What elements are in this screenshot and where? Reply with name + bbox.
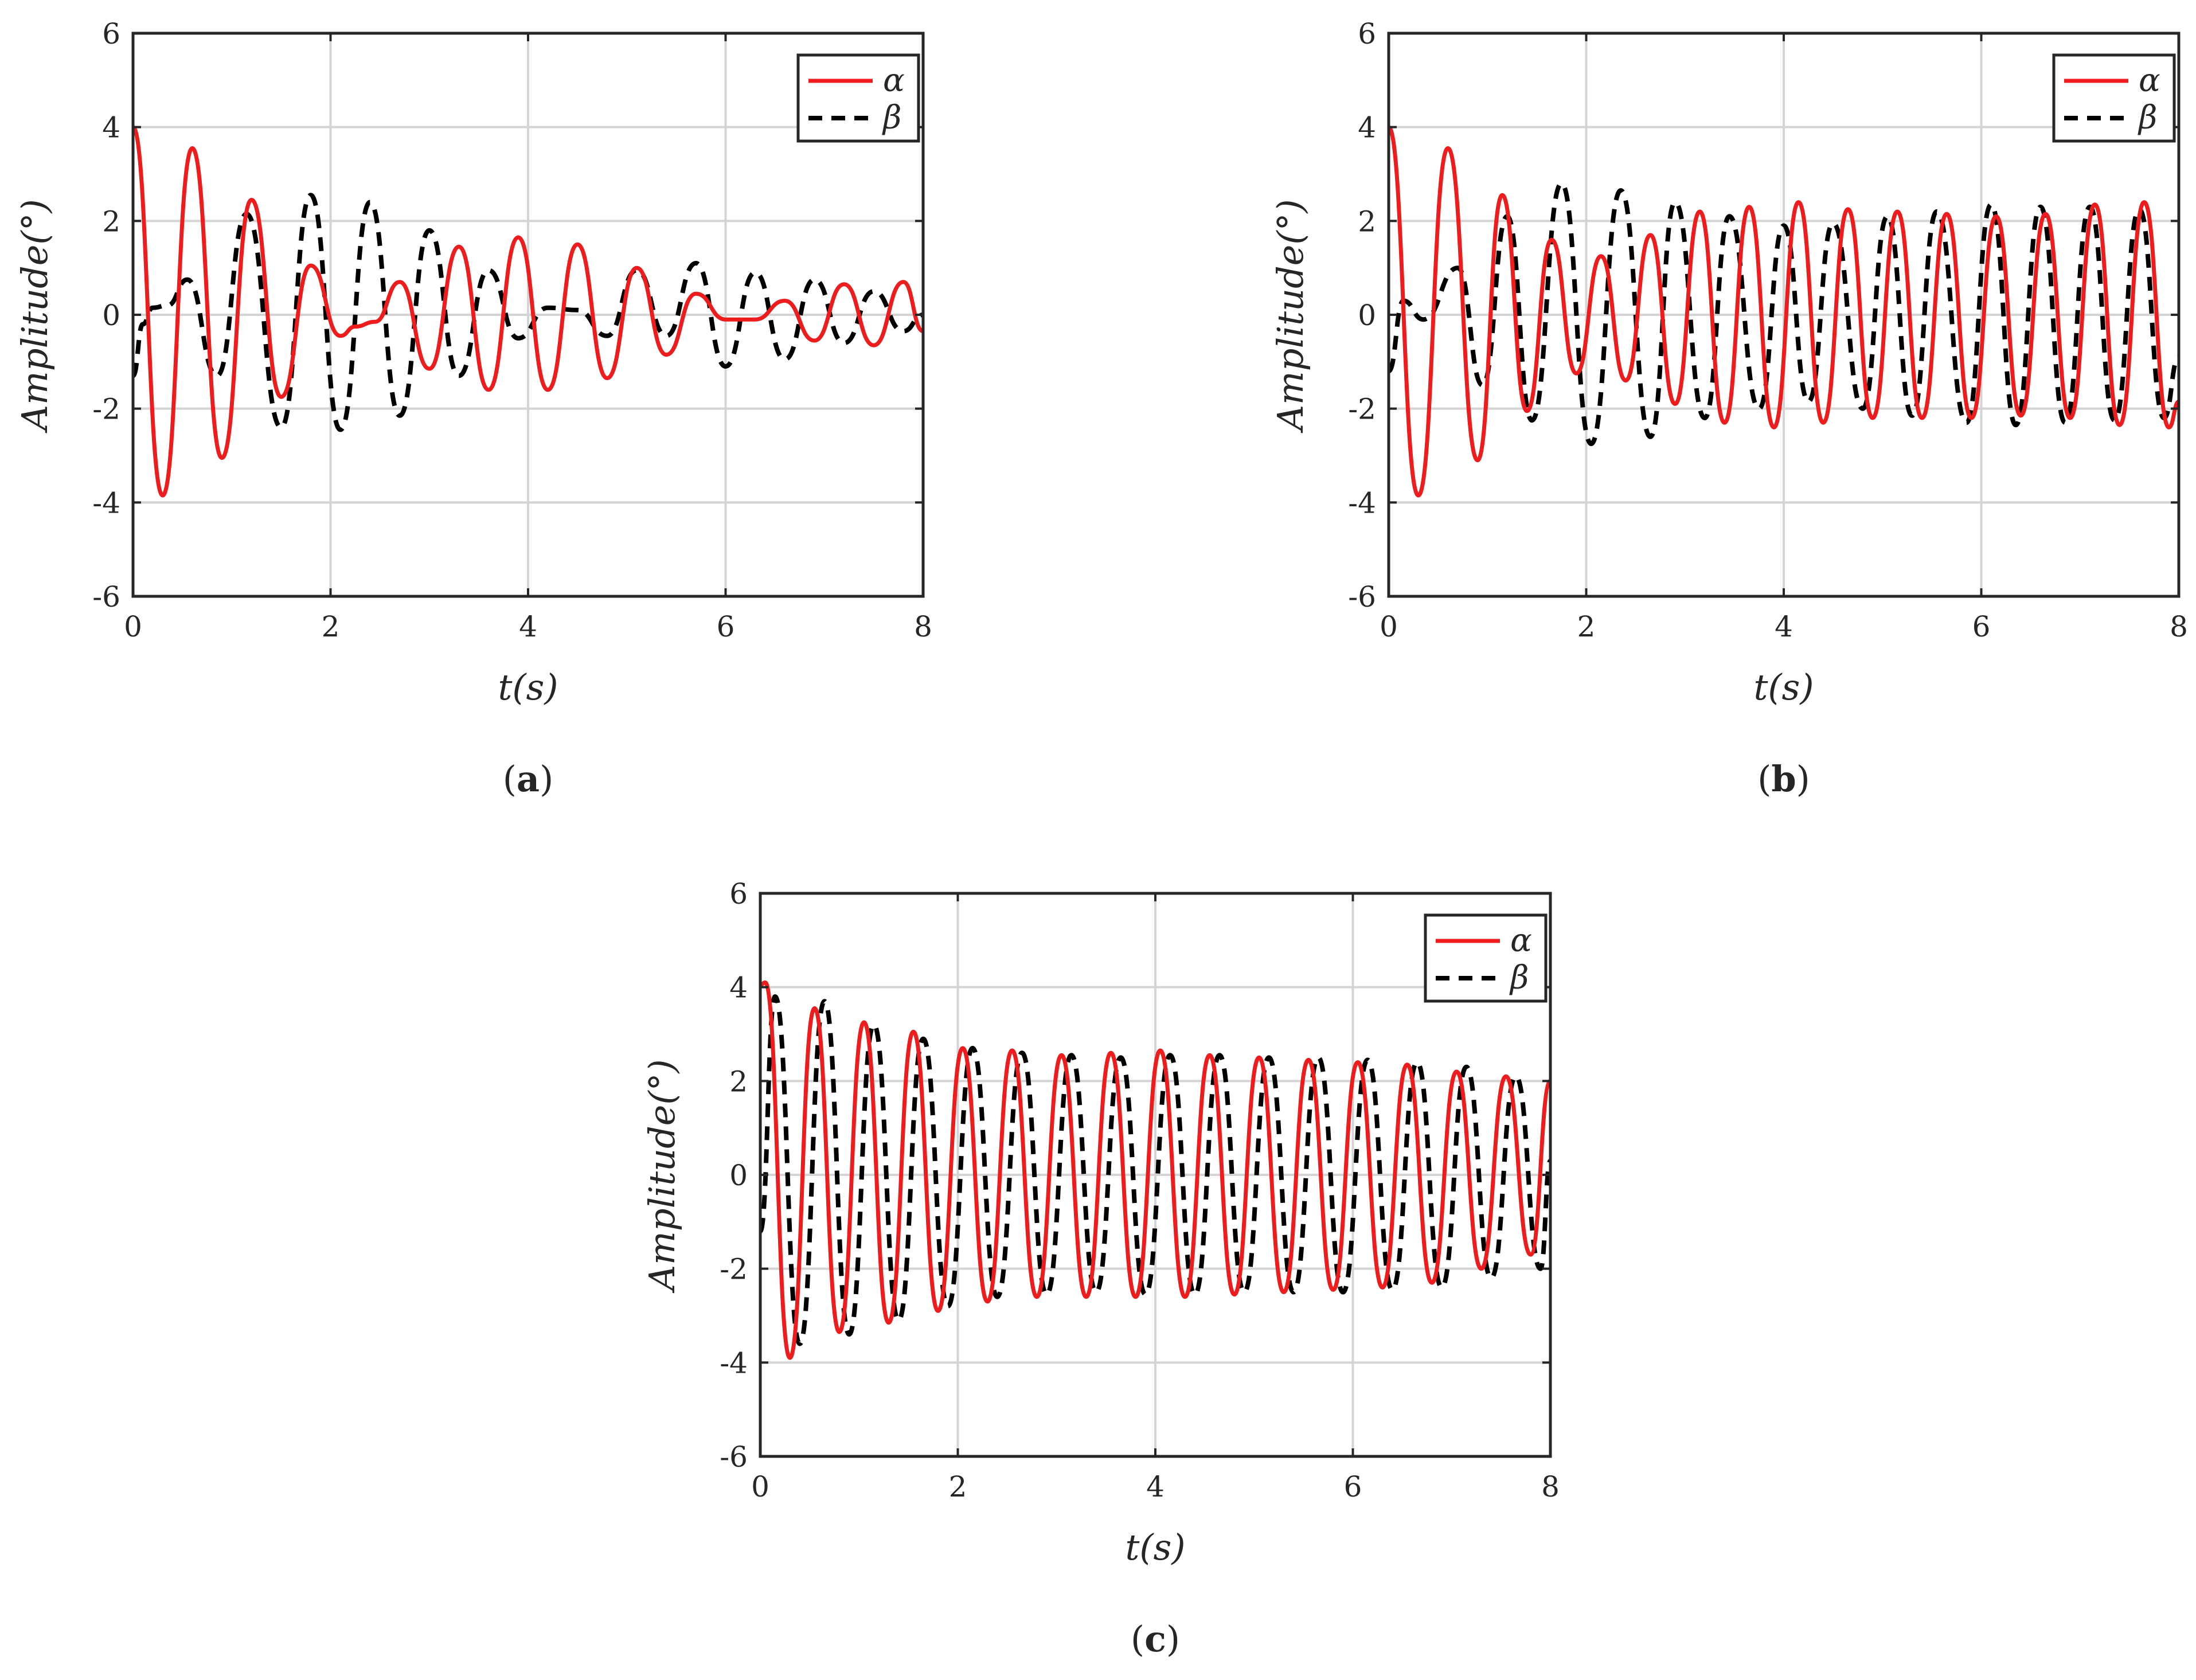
y-tick-label--6-c: -6 <box>720 1440 748 1474</box>
y-tick-label-2-c: 2 <box>729 1065 748 1098</box>
x-tick-label-2-a: 2 <box>322 610 340 643</box>
x-tick-label-0-c: 0 <box>751 1470 769 1503</box>
legend-box-c <box>1424 913 1548 1003</box>
series-group-c <box>760 980 1550 1360</box>
x-tick-label-6-b: 6 <box>1972 610 1991 643</box>
series-group-a <box>133 125 923 498</box>
y-tick-label-6-c: 6 <box>729 877 748 911</box>
x-tick-label-6-c: 6 <box>1344 1470 1362 1503</box>
grid-a <box>133 33 923 596</box>
y-tick-label-4-c: 4 <box>729 971 748 1005</box>
y-tick-label--2-a: -2 <box>92 393 120 426</box>
panel-c: 0 2 4 6 8 6 4 2 0 -2 -4 -6 α β t(s) Amplitude(°) (c… <box>641 877 1560 1660</box>
y-tick-label--4-a: -4 <box>92 486 120 519</box>
ticks-c: 0 2 4 6 8 6 4 2 0 -2 -4 -6 <box>720 877 1560 1503</box>
x-tick-label-8-b: 8 <box>2170 610 2188 643</box>
series-line-beta-b <box>1389 181 2179 446</box>
y-tick-label-0-b: 0 <box>1358 299 1376 332</box>
y-axis-label-c: Amplitude(°) <box>641 1059 683 1294</box>
x-tick-label-0-a: 0 <box>124 610 142 643</box>
y-tick-label-0-a: 0 <box>102 299 120 332</box>
panel-caption-a: (a) <box>503 758 554 800</box>
series-group-b <box>1389 125 2179 498</box>
y-tick-label--4-b: -4 <box>1348 486 1376 519</box>
x-axis-label-b: t(s) <box>1753 666 1814 708</box>
y-tick-label-2-b: 2 <box>1358 205 1376 238</box>
panel-a: 0 2 4 6 8 6 4 2 0 -2 -4 -6 α β t(s) Amplitude(°) (a… <box>14 17 932 800</box>
series-line-alpha-b <box>1389 125 2179 498</box>
y-tick-label-6-a: 6 <box>102 17 120 50</box>
legend-c: α β <box>1424 913 1548 1003</box>
y-tick-label-4-a: 4 <box>102 111 120 144</box>
x-tick-label-8-c: 8 <box>1541 1470 1560 1503</box>
legend-label-alpha-c: α <box>1510 922 1532 959</box>
y-tick-label-4-b: 4 <box>1358 111 1376 144</box>
y-tick-label--6-b: -6 <box>1348 580 1376 614</box>
x-tick-label-4-a: 4 <box>519 610 537 643</box>
y-axis-label-a: Amplitude(°) <box>14 199 56 433</box>
x-tick-label-4-b: 4 <box>1775 610 1793 643</box>
y-tick-label-6-b: 6 <box>1358 17 1376 50</box>
legend-label-alpha-a: α <box>883 62 905 99</box>
x-tick-label-0-b: 0 <box>1380 610 1398 643</box>
legend-label-beta-c: β <box>1509 959 1529 997</box>
legend-a: α β <box>796 53 920 143</box>
y-tick-label-2-a: 2 <box>102 205 120 238</box>
x-axis-label-c: t(s) <box>1125 1526 1185 1568</box>
series-line-beta-c <box>760 994 1550 1346</box>
series-line-alpha-c <box>760 980 1550 1360</box>
legend-box-b <box>2052 53 2176 143</box>
panel-b: 0 2 4 6 8 6 4 2 0 -2 -4 -6 α β t(s) Amplitude(°) (b… <box>1269 17 2188 800</box>
y-tick-label-0-c: 0 <box>729 1159 748 1192</box>
legend-label-beta-b: β <box>2138 99 2157 136</box>
legend-label-alpha-b: α <box>2139 62 2160 99</box>
x-tick-label-8-a: 8 <box>914 610 932 643</box>
legend-b: α β <box>2052 53 2176 143</box>
x-axis-label-a: t(s) <box>498 666 558 708</box>
legend-label-beta-a: β <box>882 99 901 136</box>
panel-caption-c: (c) <box>1131 1618 1180 1660</box>
y-tick-label--2-b: -2 <box>1348 393 1376 426</box>
series-line-alpha-a <box>133 125 923 498</box>
x-tick-label-4-c: 4 <box>1146 1470 1165 1503</box>
y-tick-label--2-c: -2 <box>720 1253 748 1286</box>
y-tick-label--6-a: -6 <box>92 580 120 614</box>
x-tick-label-2-b: 2 <box>1577 610 1596 643</box>
x-tick-label-6-a: 6 <box>717 610 735 643</box>
ticks-a: 0 2 4 6 8 6 4 2 0 -2 -4 -6 <box>92 17 932 643</box>
ticks-b: 0 2 4 6 8 6 4 2 0 -2 -4 -6 <box>1348 17 2188 643</box>
legend-box-a <box>796 53 920 143</box>
y-axis-label-b: Amplitude(°) <box>1269 199 1311 433</box>
y-tick-label--4-c: -4 <box>720 1346 748 1380</box>
panel-caption-b: (b) <box>1757 758 1810 800</box>
x-tick-label-2-c: 2 <box>949 1470 967 1503</box>
